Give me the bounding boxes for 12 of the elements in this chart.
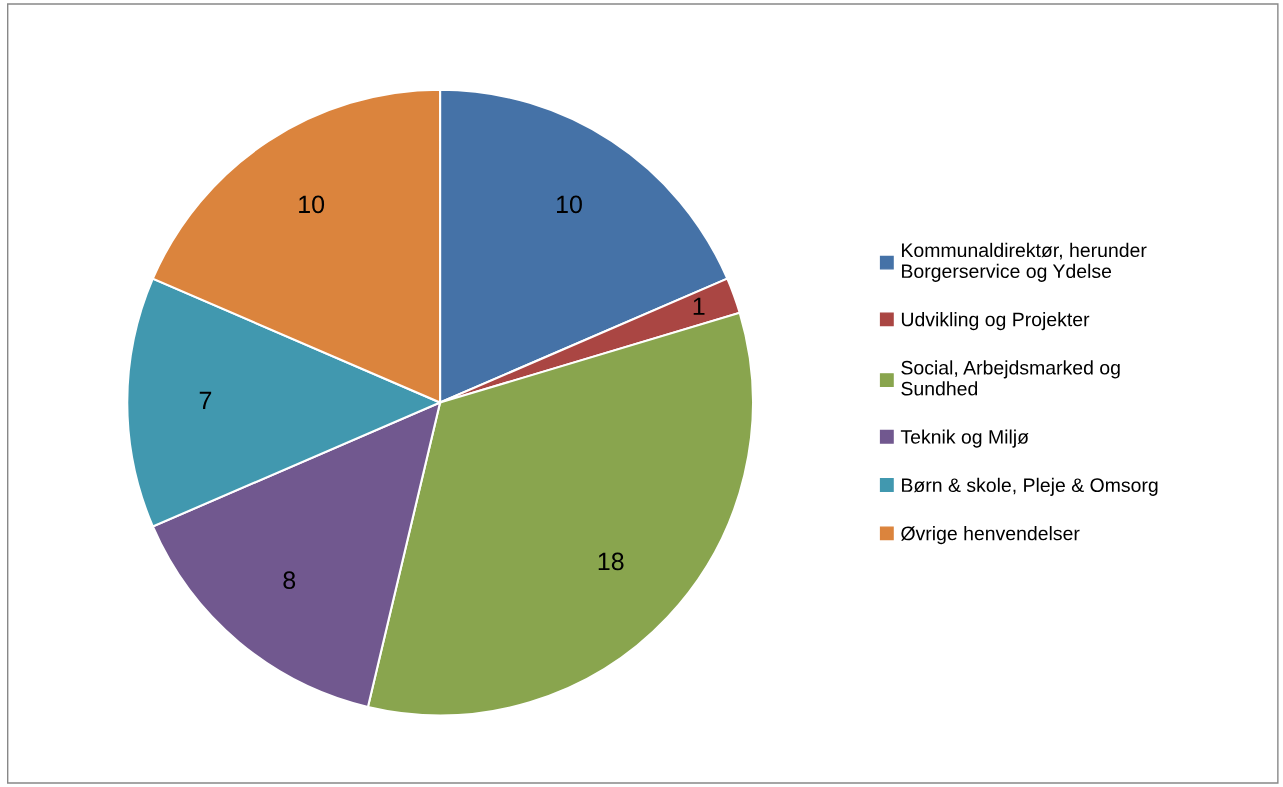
data-label: 1 <box>693 297 705 315</box>
legend-label: Børn & skole, Pleje & Omsorg <box>902 477 1158 496</box>
legend-label: Kommunaldirektør, herunder Borgerservice og Ydelse <box>902 242 1147 282</box>
data-label: 18 <box>598 552 624 571</box>
data-label: 10 <box>557 195 582 214</box>
legend-label: Social, Arbejdsmarked og Sundhed <box>901 360 1120 396</box>
legend-label: Udvikling og Projekter <box>901 312 1090 331</box>
data-label: 8 <box>283 571 296 589</box>
data-label: 10 <box>299 195 325 214</box>
legend-label: Øvrige henvendelser <box>901 526 1080 545</box>
legend-label: Teknik og Miljø <box>900 429 1029 448</box>
data-label: 7 <box>199 391 212 410</box>
